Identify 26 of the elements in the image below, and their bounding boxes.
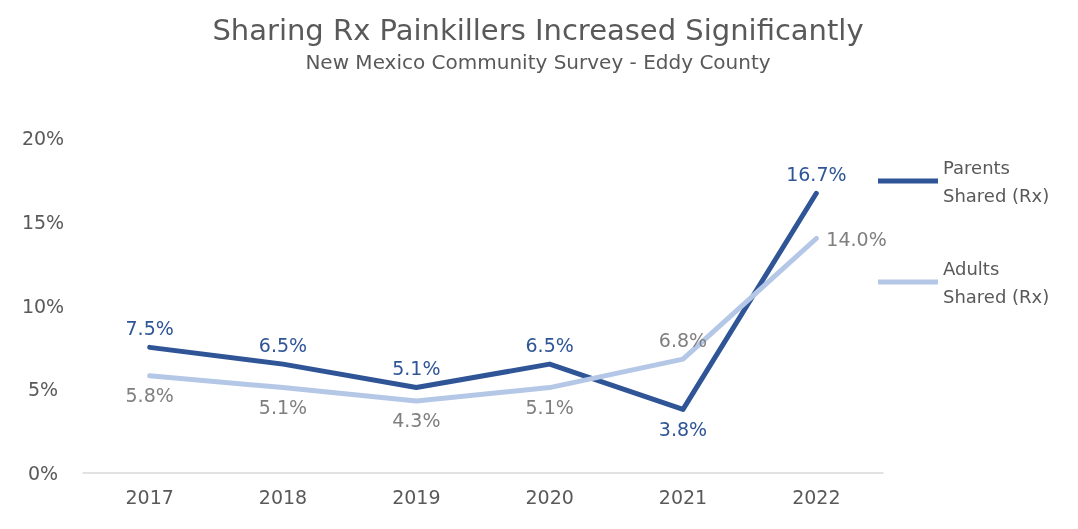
x-tick-label: 2021 [658, 485, 708, 508]
x-tick-label: 2018 [258, 485, 308, 508]
y-tick-label: 0% [27, 462, 59, 484]
legend-label: Parents Shared (Rx) [943, 156, 1050, 206]
data-label: 7.5% [125, 316, 174, 339]
y-tick-label: 10% [21, 294, 65, 317]
data-label: 14.0% [826, 227, 887, 250]
data-label: 6.5% [525, 333, 574, 356]
y-tick-label: 20% [21, 127, 65, 149]
data-label: 6.5% [258, 333, 308, 356]
data-label: 3.8% [658, 417, 708, 440]
x-tick-label: 2022 [792, 485, 841, 508]
x-tick-label: 2019 [392, 485, 441, 508]
data-label: 5.8% [125, 384, 174, 407]
data-label: 16.7% [786, 162, 847, 185]
data-label: 5.1% [525, 396, 574, 419]
chart-title: Sharing Rx Painkillers Increased Significantly [212, 12, 864, 47]
data-label: 5.1% [258, 396, 308, 419]
x-tick-label: 2017 [125, 485, 174, 508]
chart-subtitle: New Mexico Community Survey - Eddy County [305, 50, 771, 74]
legend-label: Adults Shared (Rx) [943, 257, 1050, 307]
data-label: 4.3% [392, 409, 441, 432]
y-tick-label: 5% [27, 378, 59, 401]
y-tick-label: 15% [21, 210, 65, 233]
x-tick-label: 2020 [525, 485, 574, 508]
data-label: 5.1% [392, 357, 441, 380]
